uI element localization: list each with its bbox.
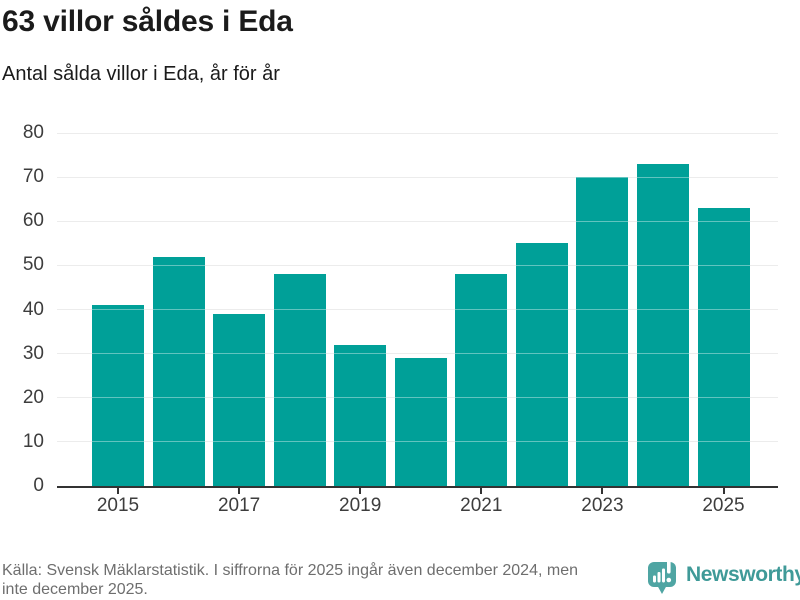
x-tick-2019 <box>359 488 362 494</box>
gridline-y-70 <box>57 176 778 178</box>
source-note: Källa: Svensk Mäklarstatistik. I siffror… <box>2 561 650 599</box>
bar-2022 <box>515 243 568 486</box>
y-axis-label-20: 20 <box>22 386 44 408</box>
y-axis-label-80: 80 <box>22 122 44 143</box>
y-axis-label-30: 30 <box>22 342 44 364</box>
source-note-line-1: Källa: Svensk Mäklarstatistik. I siffror… <box>2 562 578 579</box>
bar-2025 <box>697 208 750 486</box>
x-axis-label-2021: 2021 <box>460 495 503 516</box>
x-axis-label-2025: 2025 <box>702 495 745 516</box>
x-tick-2017 <box>238 488 241 494</box>
y-axis-label-10: 10 <box>22 430 44 452</box>
x-axis-label-2019: 2019 <box>339 495 382 516</box>
gridline-overlay-30 <box>57 353 778 355</box>
gridline-y-80 <box>57 132 778 134</box>
gridline-overlay-80 <box>57 132 778 134</box>
newsworthy-wordmark: Newsworthy <box>686 563 800 586</box>
bar-2023 <box>576 177 629 486</box>
gridline-y-40 <box>57 309 778 310</box>
x-axis-line <box>57 486 778 488</box>
source-note-line-2: inte december 2025. <box>2 581 148 598</box>
bar-2016 <box>152 256 205 486</box>
gridline-overlay-70 <box>57 176 778 178</box>
gridline-overlay-10 <box>57 441 778 443</box>
y-axis-label-0: 0 <box>33 475 44 496</box>
x-tick-2021 <box>480 488 483 494</box>
gridline-overlay-60 <box>57 220 778 222</box>
x-axis-label-2023: 2023 <box>581 495 624 516</box>
gridline-y-50 <box>57 264 778 266</box>
x-axis-label-2015: 2015 <box>96 495 140 516</box>
bar-2024 <box>636 163 689 486</box>
gridline-y-30 <box>57 353 778 355</box>
gridline-overlay-20 <box>57 397 778 399</box>
newsworthy-bar-chart-icon <box>648 557 676 594</box>
bar-2021 <box>455 274 508 486</box>
gridline-overlay-40 <box>57 309 778 310</box>
bar-2020 <box>394 358 447 486</box>
newsworthy-logo: Newsworthy <box>646 555 800 596</box>
x-axis-label-2017: 2017 <box>217 495 261 516</box>
x-tick-2023 <box>601 488 604 494</box>
y-axis-label-60: 60 <box>22 210 44 232</box>
x-tick-2015 <box>117 488 119 494</box>
bar-2018 <box>273 274 326 486</box>
y-axis-label-40: 40 <box>22 298 44 320</box>
y-axis-label-70: 70 <box>22 166 44 188</box>
gridline-overlay-50 <box>57 264 778 266</box>
chart-subtitle: Antal sålda villor i Eda, år för år <box>2 63 280 85</box>
y-axis-label-50: 50 <box>22 254 44 276</box>
bar-2017 <box>213 313 266 486</box>
bar-2019 <box>334 344 387 486</box>
bar-2015 <box>92 305 144 486</box>
chart-title: 63 villor såldes i Eda <box>2 5 293 38</box>
gridline-y-60 <box>57 220 778 222</box>
x-tick-2025 <box>722 488 725 494</box>
